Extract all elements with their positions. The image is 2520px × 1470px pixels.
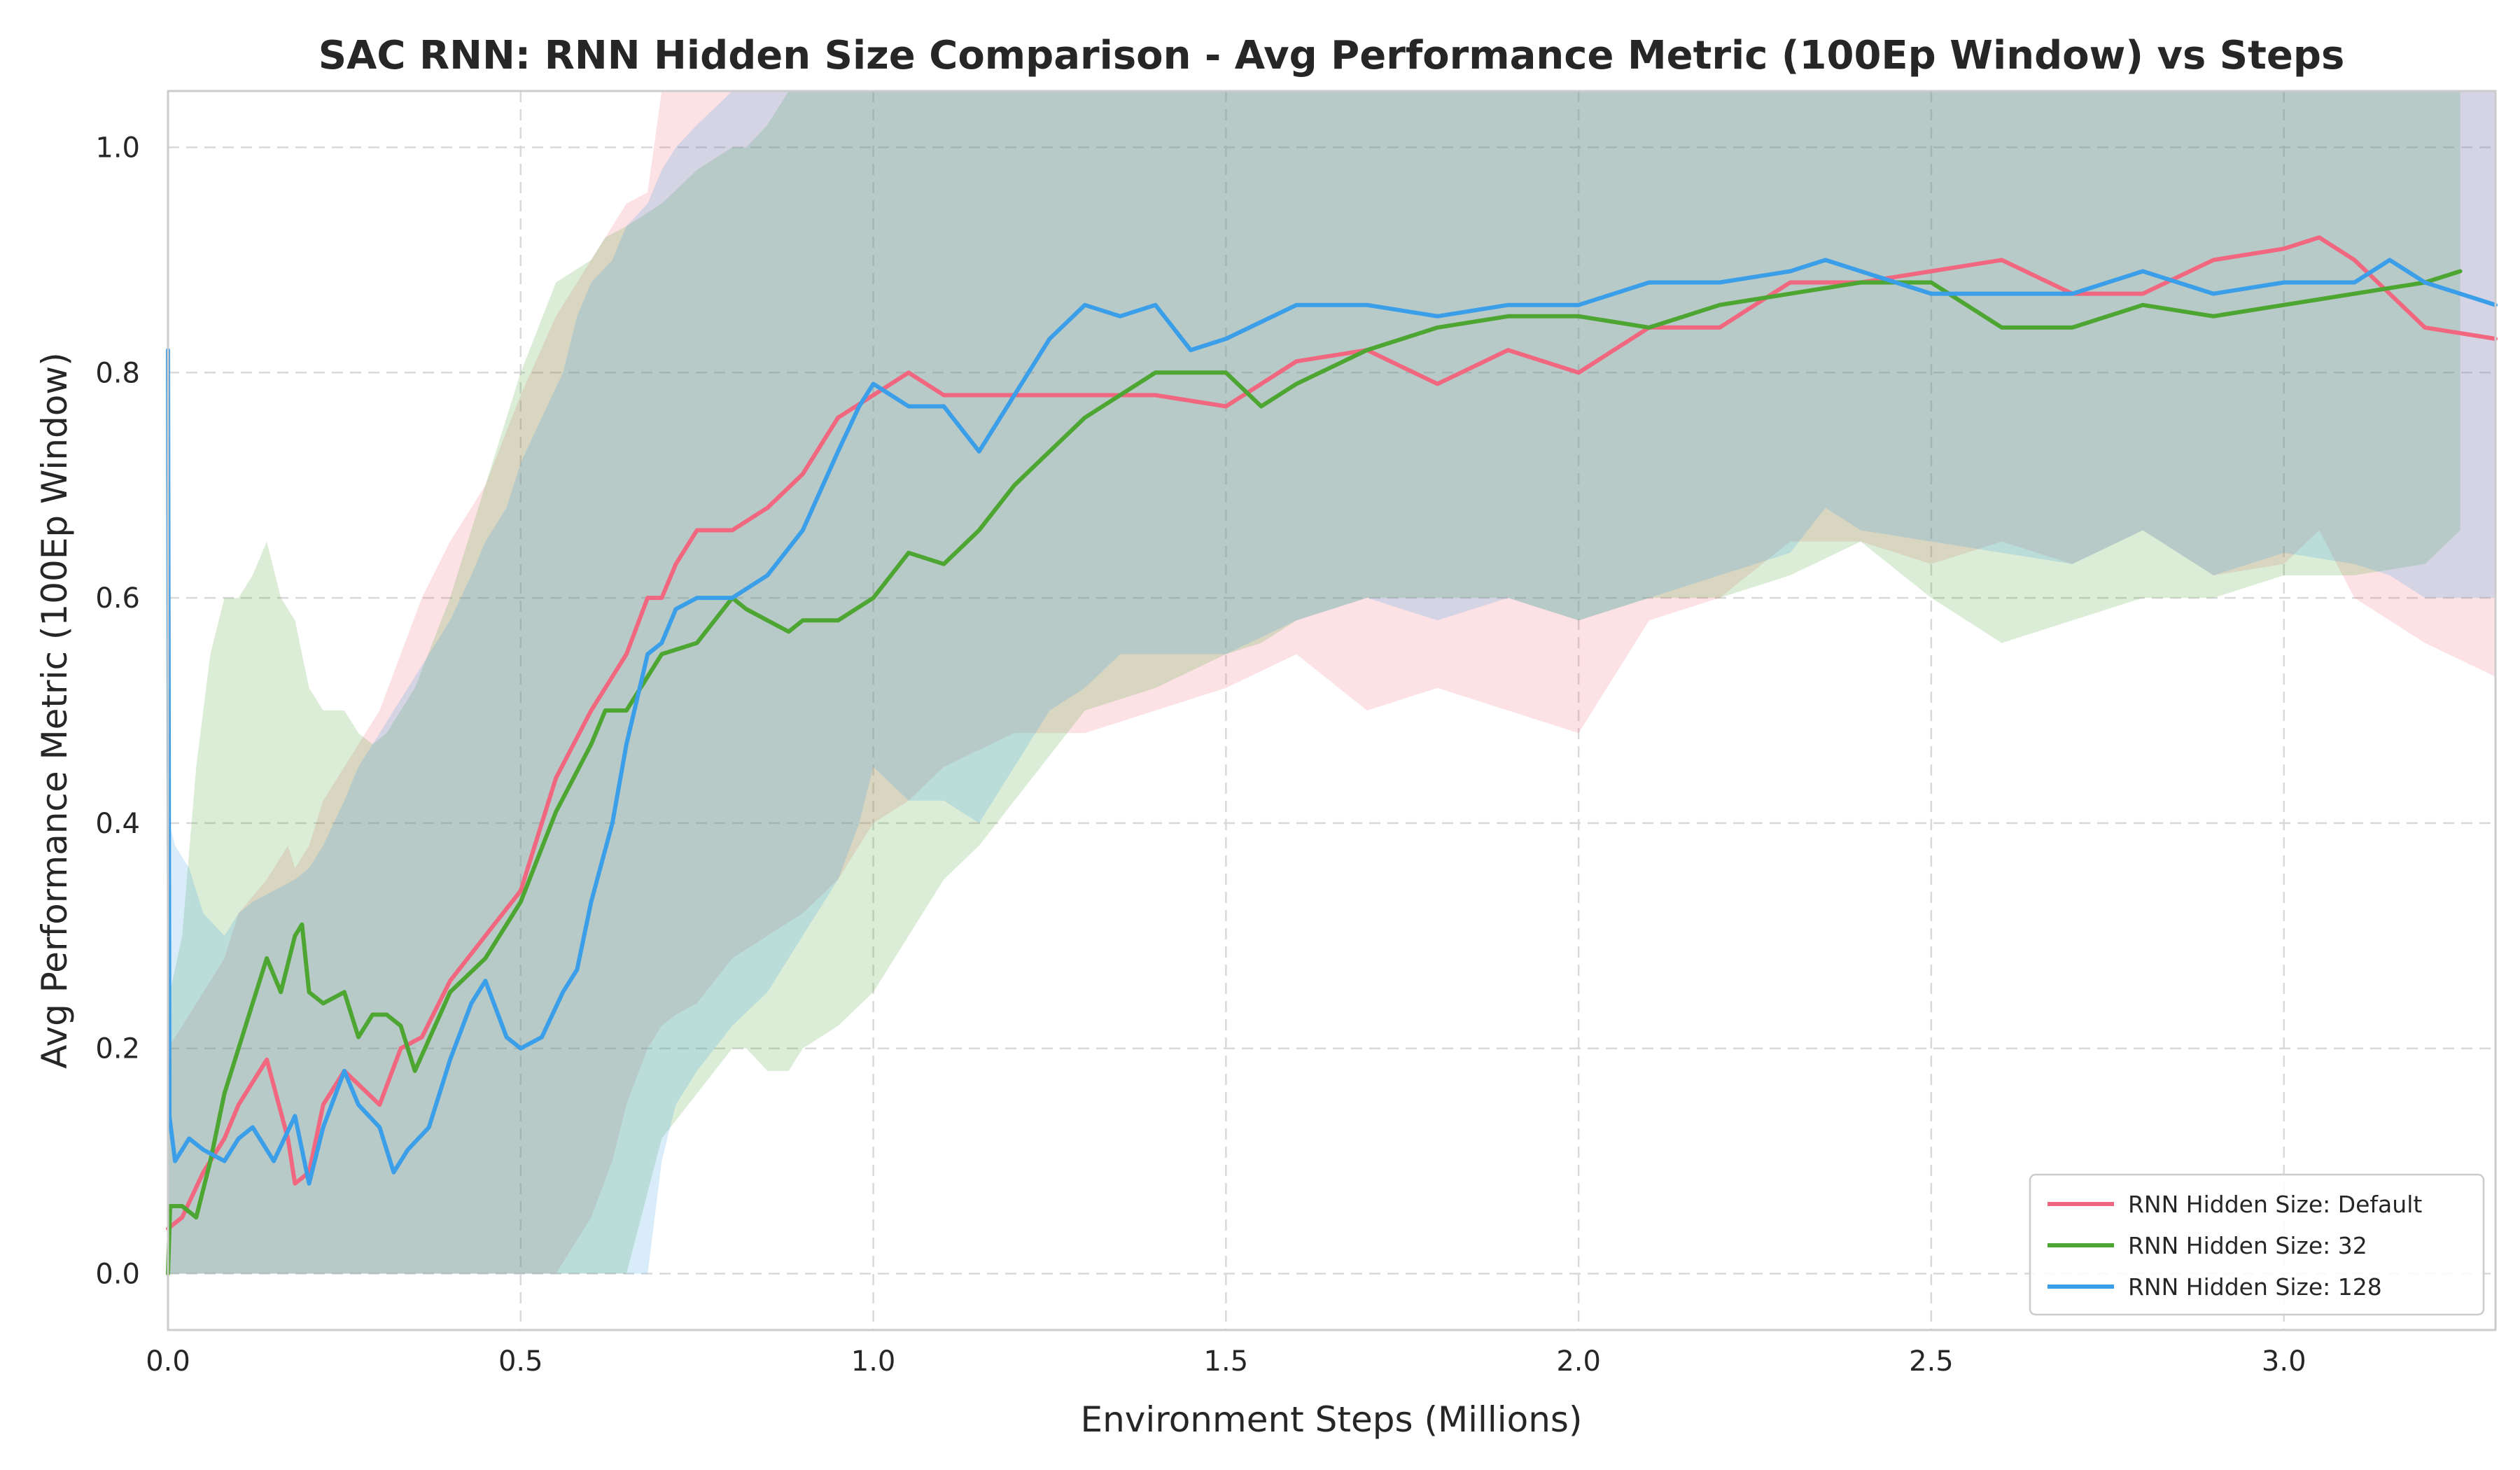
y-axis-label: Avg Performance Metric (100Ep Window) [34,352,75,1068]
tick-labels: 0.0 0.5 1.0 1.5 2.0 2.5 3.0 0.0 0.2 0.4 0.6 0.8 1.0 [95,132,2306,1378]
y-tick-label: 0.6 [95,582,140,615]
band-32 [168,91,2460,1274]
x-tick-label: 1.5 [1204,1345,1249,1378]
legend-label-default: RNN Hidden Size: Default [2128,1191,2422,1218]
chart-title: SAC RNN: RNN Hidden Size Comparison - Av… [318,33,2345,78]
x-tick-label: 2.5 [1909,1345,1954,1378]
x-tick-label: 0.0 [146,1345,190,1378]
plot-background [168,91,2496,1330]
y-tick-label: 0.0 [95,1259,140,1291]
x-axis-label: Environment Steps (Millions) [1081,1399,1583,1440]
series-line-128 [166,258,2498,1186]
band-128 [168,91,2496,1274]
y-tick-label: 0.4 [95,808,140,840]
x-tick-label: 2.0 [1556,1345,1601,1378]
x-tick-label: 1.0 [851,1345,896,1378]
confidence-bands [168,91,2496,1274]
x-tick-label: 3.0 [2262,1345,2306,1378]
x-tick-label: 0.5 [498,1345,543,1378]
y-tick-label: 0.8 [95,357,140,389]
legend-label-128: RNN Hidden Size: 128 [2128,1273,2382,1301]
band-default [168,91,2496,1274]
y-tick-label: 1.0 [95,132,140,164]
y-tick-label: 0.2 [95,1033,140,1065]
legend: RNN Hidden Size: Default RNN Hidden Size… [2029,1173,2485,1316]
series-line-default [166,235,2498,1231]
series-line-32 [166,269,2463,1276]
legend-box [2029,1173,2485,1316]
plot-frame [167,90,2497,1331]
legend-label-32: RNN Hidden Size: 32 [2128,1232,2367,1259]
series-lines [166,235,2498,1276]
